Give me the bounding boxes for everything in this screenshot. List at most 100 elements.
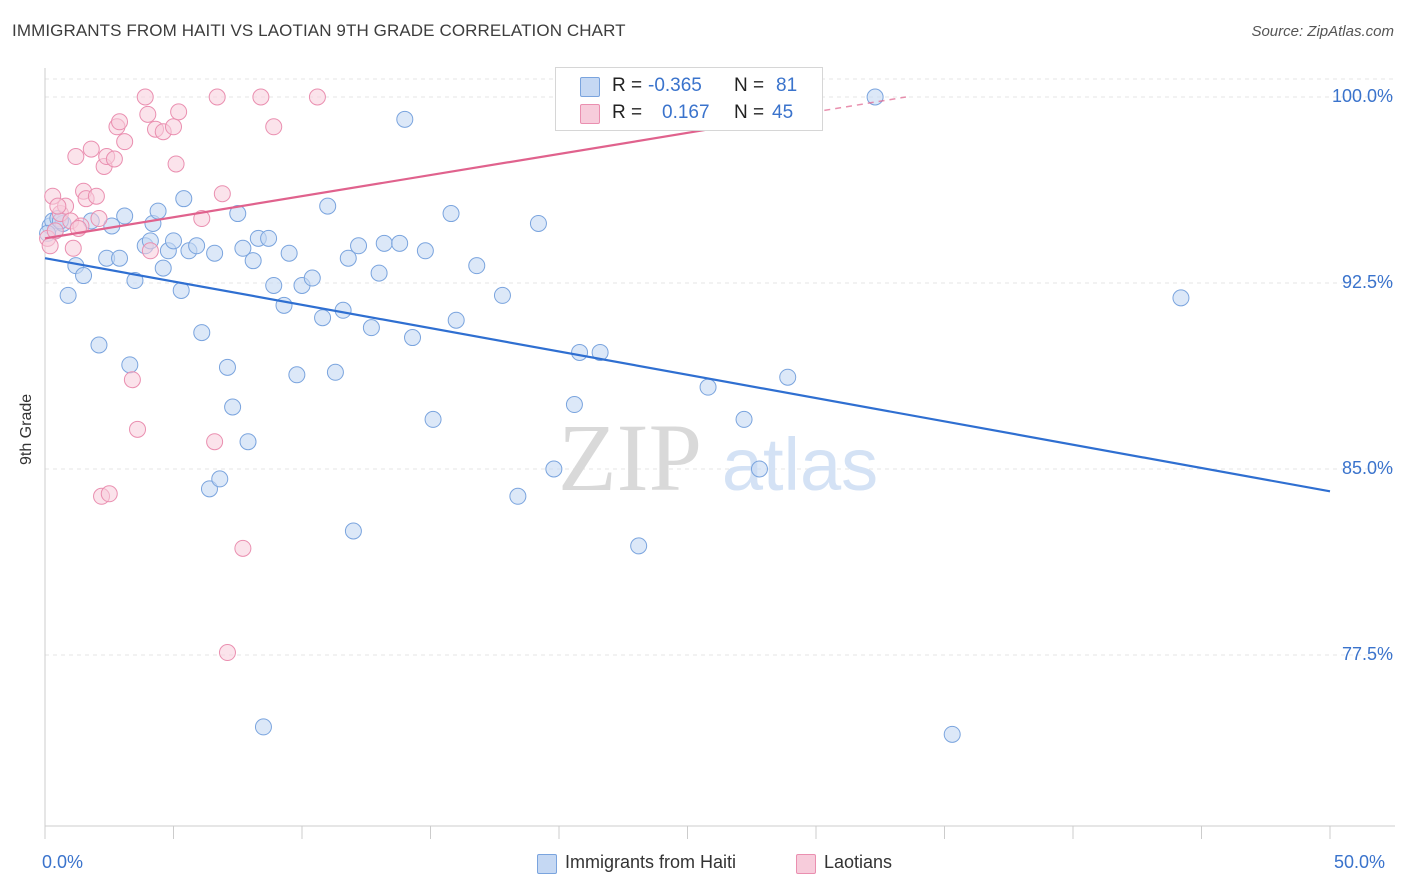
data-point-haiti — [344, 522, 362, 540]
series-legend: Immigrants from Haiti Laotians — [0, 852, 1406, 878]
data-point-haiti — [254, 718, 272, 736]
data-point-haiti — [218, 358, 236, 376]
data-point-haiti — [545, 460, 563, 478]
data-point-haiti — [735, 410, 753, 428]
data-point-laotians — [100, 485, 118, 503]
chart-title: IMMIGRANTS FROM HAITI VS LAOTIAN 9TH GRA… — [12, 21, 626, 40]
legend-n-value-haiti: 81 — [776, 75, 798, 96]
data-point-haiti — [591, 343, 609, 361]
legend-swatch-haiti — [580, 77, 600, 97]
data-point-haiti — [229, 205, 247, 223]
data-point-haiti — [59, 286, 77, 304]
data-point-haiti — [188, 237, 206, 255]
data-point-laotians — [123, 371, 141, 389]
data-point-haiti — [111, 249, 129, 267]
data-point-laotians — [116, 133, 134, 151]
data-point-haiti — [239, 433, 257, 451]
data-point-haiti — [319, 197, 337, 215]
legend-r-value-haiti: -0.365 — [648, 75, 702, 96]
legend-swatch-haiti — [537, 854, 557, 874]
data-point-haiti — [244, 252, 262, 270]
watermark: ZIP atlas — [558, 404, 878, 511]
data-point-laotians — [67, 148, 85, 166]
data-point-haiti — [234, 239, 252, 257]
data-point-haiti — [468, 257, 486, 275]
data-point-haiti — [149, 202, 167, 220]
data-point-laotians — [49, 197, 67, 215]
series-laotians-points — [39, 88, 725, 662]
legend-label-laotians: Laotians — [824, 852, 893, 872]
data-point-haiti — [224, 398, 242, 416]
data-point-haiti — [509, 487, 527, 505]
data-point-haiti — [350, 237, 368, 255]
data-point-haiti — [416, 242, 434, 260]
y-tick-label: 77.5% — [1341, 644, 1393, 664]
data-point-haiti — [493, 286, 511, 304]
data-point-haiti — [447, 311, 465, 329]
data-point-laotians — [206, 433, 224, 451]
legend-r-label: R = — [612, 102, 643, 123]
data-point-haiti — [630, 537, 648, 555]
data-point-laotians — [213, 185, 231, 203]
data-point-haiti — [1172, 289, 1190, 307]
data-point-laotians — [87, 187, 105, 205]
data-point-haiti — [750, 460, 768, 478]
data-point-laotians — [141, 242, 159, 260]
data-point-haiti — [370, 264, 388, 282]
data-point-laotians — [139, 105, 157, 123]
data-point-haiti — [375, 234, 393, 252]
source-credit: Source: ZipAtlas.com — [1251, 23, 1394, 40]
data-point-laotians — [129, 420, 147, 438]
data-point-haiti — [211, 470, 229, 488]
data-point-haiti — [442, 205, 460, 223]
y-tick-label: 92.5% — [1341, 272, 1393, 292]
data-point-laotians — [105, 150, 123, 168]
data-point-haiti — [339, 249, 357, 267]
legend-n-label: N = — [734, 102, 765, 123]
trend-lines — [44, 96, 1331, 493]
data-point-haiti — [404, 329, 422, 347]
axes — [44, 68, 1395, 839]
trend-line-haiti — [44, 257, 1331, 493]
data-point-haiti — [314, 309, 332, 327]
data-point-laotians — [308, 88, 326, 106]
y-axis-label: 9th Grade — [18, 393, 35, 465]
watermark-atlas: atlas — [722, 423, 878, 506]
data-point-laotians — [64, 239, 82, 257]
data-point-laotians — [265, 118, 283, 136]
data-point-haiti — [529, 214, 547, 232]
data-point-laotians — [136, 88, 154, 106]
data-point-laotians — [170, 103, 188, 121]
data-point-haiti — [280, 244, 298, 262]
data-point-haiti — [75, 267, 93, 285]
x-tick-label-max: 50.0% — [1334, 852, 1386, 872]
legend-n-label: N = — [734, 75, 765, 96]
data-point-haiti — [571, 343, 589, 361]
data-point-haiti — [90, 336, 108, 354]
data-point-laotians — [208, 88, 226, 106]
data-point-haiti — [154, 259, 172, 277]
stats-legend: R = -0.365 N = 81 R = 0.167 N = 45 — [555, 67, 823, 131]
legend-r-label: R = — [612, 75, 643, 96]
data-point-laotians — [234, 539, 252, 557]
data-point-haiti — [699, 378, 717, 396]
data-point-laotians — [193, 210, 211, 228]
data-point-haiti — [121, 356, 139, 374]
legend-label-haiti: Immigrants from Haiti — [565, 852, 737, 872]
watermark-zip: ZIP — [558, 404, 702, 511]
data-point-haiti — [362, 319, 380, 337]
data-point-haiti — [126, 272, 144, 290]
legend-n-value-laotians: 45 — [772, 102, 794, 123]
data-point-haiti — [565, 396, 583, 414]
data-point-haiti — [165, 232, 182, 250]
data-point-haiti — [200, 480, 218, 498]
data-point-haiti — [265, 276, 283, 294]
data-point-laotians — [90, 210, 108, 228]
data-point-haiti — [303, 269, 321, 287]
data-point-haiti — [326, 363, 344, 381]
data-point-laotians — [111, 113, 129, 131]
data-point-haiti — [779, 368, 797, 386]
y-tick-label: 85.0% — [1341, 458, 1393, 478]
legend-swatch-laotians — [580, 104, 600, 124]
x-tick-label-min: 0.0% — [42, 852, 84, 872]
